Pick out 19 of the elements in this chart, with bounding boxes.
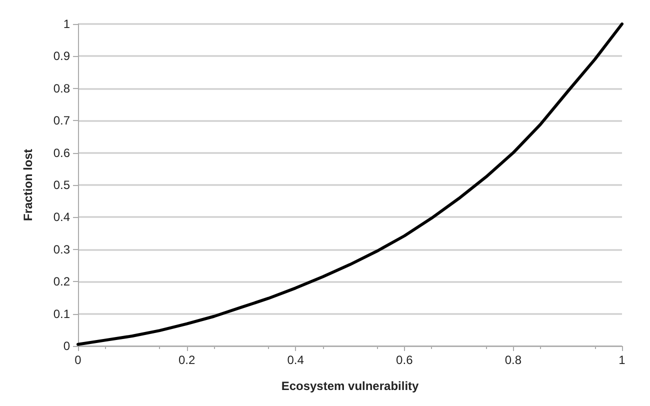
- x-tick-label: 0.4: [287, 353, 304, 367]
- y-tick-label: 0.7: [53, 114, 70, 128]
- y-tick-label: 0.8: [53, 81, 70, 96]
- x-tick-label: 1: [618, 353, 626, 367]
- y-tick-label: 0: [63, 339, 70, 353]
- x-axis-title: Ecosystem vulnerability: [281, 379, 420, 393]
- x-tick-label: 0.2: [178, 353, 196, 367]
- y-axis-title: Fraction lost: [21, 148, 35, 222]
- x-tick-label: 0.8: [504, 353, 522, 367]
- y-tick-label: 1: [63, 17, 70, 31]
- x-tick-label: 0.6: [396, 353, 414, 367]
- y-tick-label: 0.3: [53, 242, 70, 256]
- x-tick-label: 0: [74, 353, 82, 367]
- y-tick-label: 0.1: [53, 306, 70, 321]
- y-tick-label: 0.6: [53, 146, 70, 160]
- y-tick-label: 0.5: [53, 178, 70, 192]
- y-tick-label: 0.2: [53, 274, 70, 289]
- y-tick-label: 0.4: [53, 210, 70, 224]
- y-tick-label: 0.9: [53, 49, 70, 64]
